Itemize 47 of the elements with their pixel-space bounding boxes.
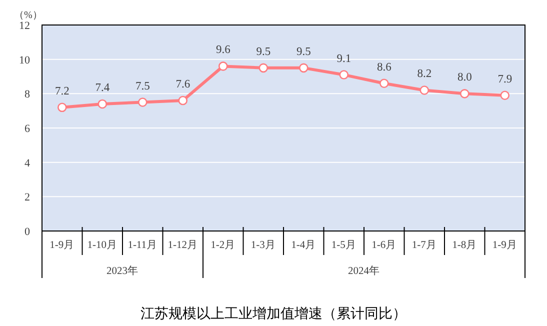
y-tick-label: 0 (24, 226, 30, 238)
point (57, 102, 67, 112)
x-tick-label: 1-6月 (372, 239, 397, 251)
x-tick-label: 1-12月 (168, 239, 198, 251)
point (500, 90, 510, 100)
text: 2024年 (348, 265, 380, 277)
point (218, 62, 228, 71)
point (460, 89, 470, 98)
data-label: 8.0 (457, 72, 472, 84)
x-tick-label: 1-9月 (492, 239, 518, 251)
y-tick-label: 6 (24, 123, 30, 135)
x-tick-label: 1-5月 (331, 239, 356, 251)
data-label: 9.5 (256, 46, 271, 58)
point (298, 63, 308, 73)
text: 2023年 (106, 265, 138, 277)
data-label: 8.6 (376, 61, 392, 74)
y-tick-label: 2 (24, 192, 30, 204)
x-tick-label: 1-10月 (87, 239, 118, 251)
data-label: 7.2 (54, 85, 70, 98)
data-label: 7.5 (135, 80, 150, 92)
y-axis-title: （%） (14, 10, 42, 21)
data-label: 8.2 (417, 68, 432, 80)
point (258, 63, 268, 73)
text: 江苏规模以上工业增加值增速（累计同比） (140, 306, 406, 322)
point (138, 98, 148, 107)
x-tick-label: 1-9月 (50, 239, 75, 251)
x-tick-label: 1-7月 (412, 239, 437, 251)
y-tick-label: 4 (24, 157, 30, 170)
point (379, 78, 389, 88)
x-tick-label: 1-11月 (128, 239, 158, 251)
point (178, 96, 188, 106)
y-tick-label: 10 (19, 54, 30, 66)
data-label: 7.9 (498, 73, 512, 86)
data-label: 9.1 (336, 52, 352, 65)
point (98, 99, 108, 109)
point (339, 70, 349, 80)
x-tick-label: 1-8月 (452, 239, 478, 251)
x-tick-label: 1-3月 (250, 239, 276, 251)
data-label: 9.6 (216, 44, 231, 56)
x-tick-label: 1-4月 (291, 239, 316, 251)
data-label: 7.4 (95, 82, 110, 94)
data-label: 9.5 (296, 46, 312, 58)
y-tick-label: 12 (19, 20, 30, 32)
x-tick-label: 1-2月 (210, 239, 236, 251)
data-label: 7.6 (176, 78, 190, 91)
point (420, 86, 430, 95)
y-tick-label: 8 (24, 88, 30, 101)
